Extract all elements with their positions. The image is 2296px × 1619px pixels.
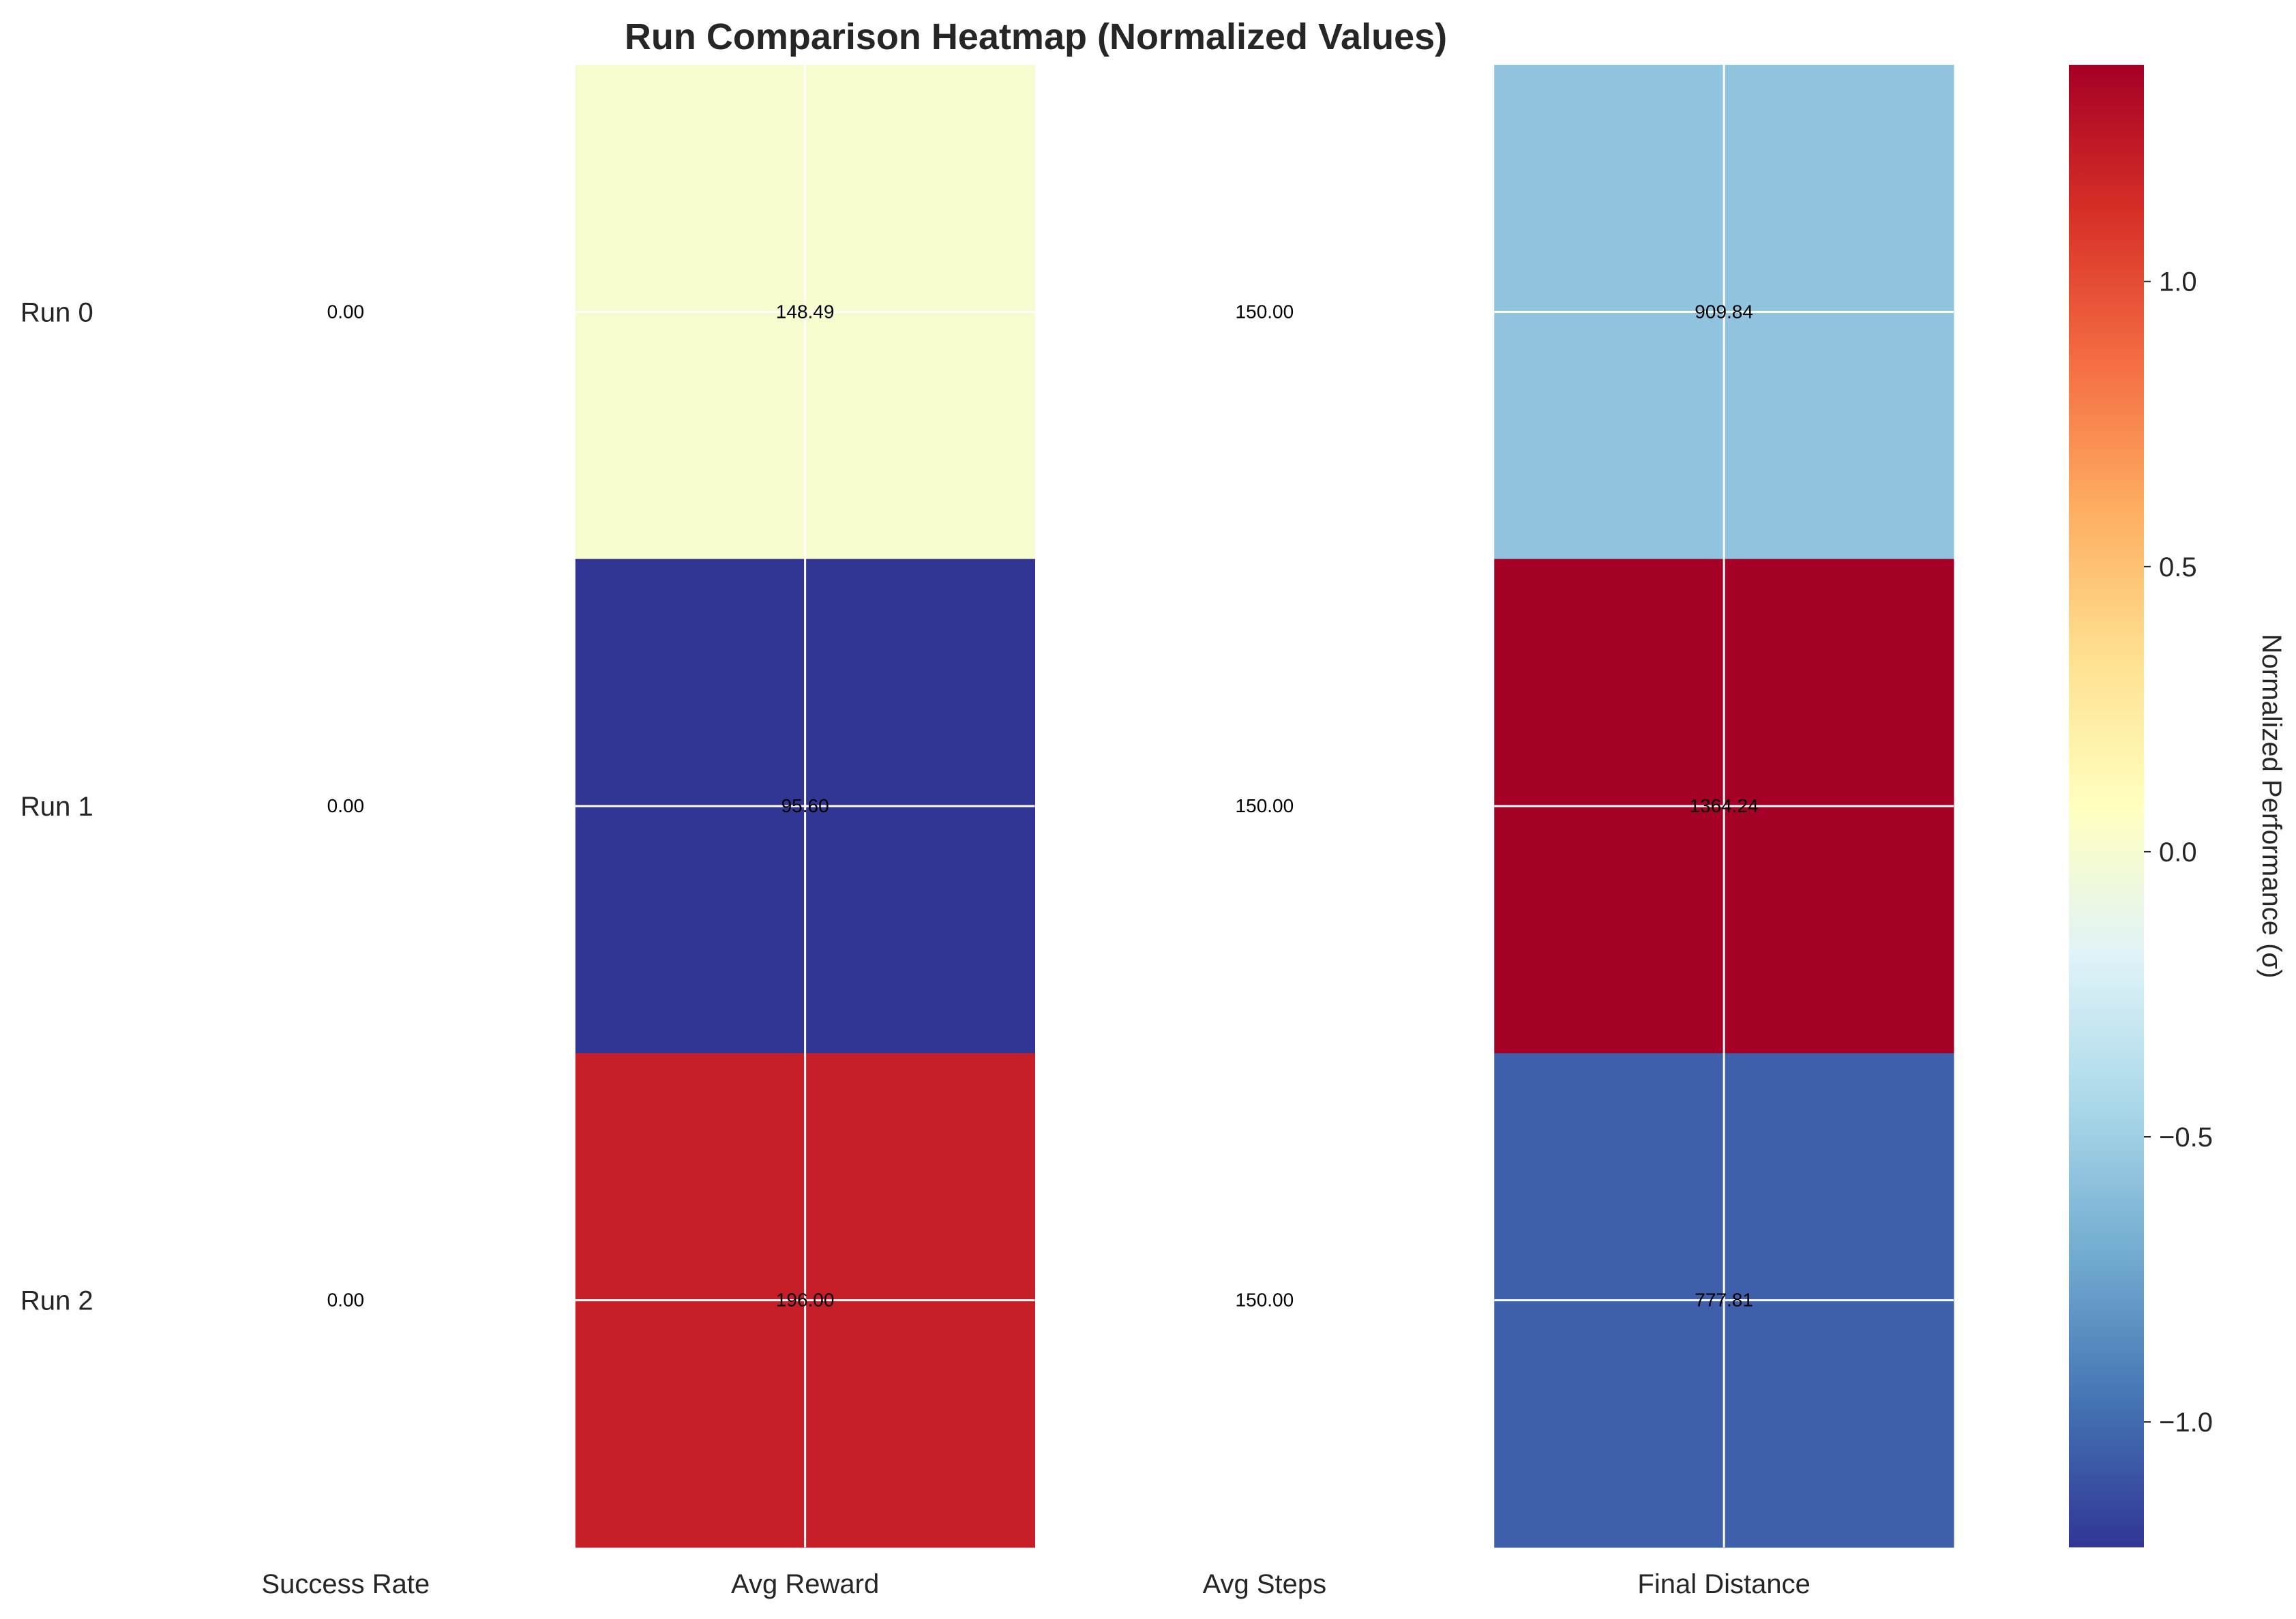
column-label: Success Rate <box>261 1569 430 1599</box>
cell-annotation: 196.00 <box>776 1290 835 1311</box>
cell-annotation: 0.00 <box>327 1290 365 1311</box>
cell-annotation: 1364.24 <box>1690 795 1759 816</box>
cell-annotation: 0.00 <box>327 795 365 816</box>
cell-annotation: 150.00 <box>1236 301 1294 322</box>
colorbar-tick-label: −1.0 <box>2159 1408 2213 1438</box>
colorbar <box>2069 65 2144 1547</box>
column-label: Avg Reward <box>731 1569 879 1599</box>
chart-title: Run Comparison Heatmap (Normalized Value… <box>625 16 1447 57</box>
column-label: Avg Steps <box>1203 1569 1327 1599</box>
colorbar-tick-label: 1.0 <box>2159 267 2197 297</box>
row-label: Run 0 <box>20 297 93 327</box>
colorbar-tick-label: −0.5 <box>2159 1123 2213 1153</box>
cell-annotation: 148.49 <box>776 301 835 322</box>
cell-annotation: 0.00 <box>327 301 365 322</box>
colorbar-tick-label: 0.0 <box>2159 837 2197 867</box>
row-label: Run 1 <box>20 792 93 822</box>
cell-annotation: 777.81 <box>1695 1290 1753 1311</box>
cell-annotation: 909.84 <box>1695 301 1753 322</box>
column-label: Final Distance <box>1637 1569 1810 1599</box>
cell-annotation: 150.00 <box>1236 1290 1294 1311</box>
row-label: Run 2 <box>20 1286 93 1316</box>
cell-annotation: 150.00 <box>1236 795 1294 816</box>
colorbar-label: Normalized Performance (σ) <box>2256 634 2286 979</box>
colorbar-tick-label: 0.5 <box>2159 552 2197 582</box>
cell-annotation: 95.60 <box>781 795 829 816</box>
